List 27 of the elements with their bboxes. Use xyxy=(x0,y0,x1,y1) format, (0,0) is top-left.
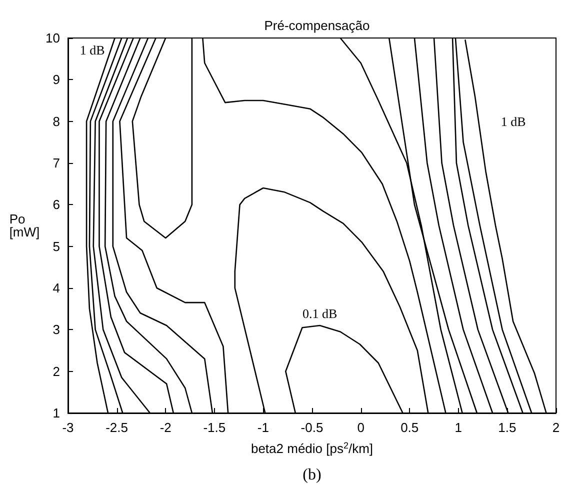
y-tick-label: 10 xyxy=(46,30,60,46)
y-tick-label: 8 xyxy=(52,114,60,129)
annotation: 1 dB xyxy=(500,114,526,129)
x-tick-label: 1 xyxy=(454,420,462,435)
y-tick-label: 9 xyxy=(52,72,60,88)
x-tick-label: -1 xyxy=(257,420,269,435)
y-axis-title: Po [mW] xyxy=(9,212,40,240)
x-tick-label: -3 xyxy=(62,420,74,435)
y-tick-label: 5 xyxy=(52,238,60,254)
x-tick-label: -1.5 xyxy=(203,420,226,435)
x-tick-label: 1.5 xyxy=(498,420,516,435)
x-tick-label: 0.5 xyxy=(400,420,419,435)
x-tick-label: -2.5 xyxy=(106,420,128,435)
y-tick-label: 7 xyxy=(52,156,60,170)
annotation: 1 dB xyxy=(80,42,106,58)
text: (b) xyxy=(302,466,322,484)
annotation: 0.1 dB xyxy=(302,306,338,321)
x-tick-label: 0 xyxy=(357,420,364,435)
chart-title: Pré-compensação xyxy=(264,18,370,33)
x-tick-label: -2 xyxy=(160,420,172,435)
y-tick-label: 6 xyxy=(52,197,60,212)
y-tick-label: 3 xyxy=(52,322,60,338)
x-tick-label: 2 xyxy=(552,420,560,435)
y-tick-label: 1 xyxy=(52,406,60,420)
y-tick-label: 4 xyxy=(52,280,60,296)
y-tick-label: 2 xyxy=(52,364,60,379)
x-tick-label: -0.5 xyxy=(300,420,324,435)
